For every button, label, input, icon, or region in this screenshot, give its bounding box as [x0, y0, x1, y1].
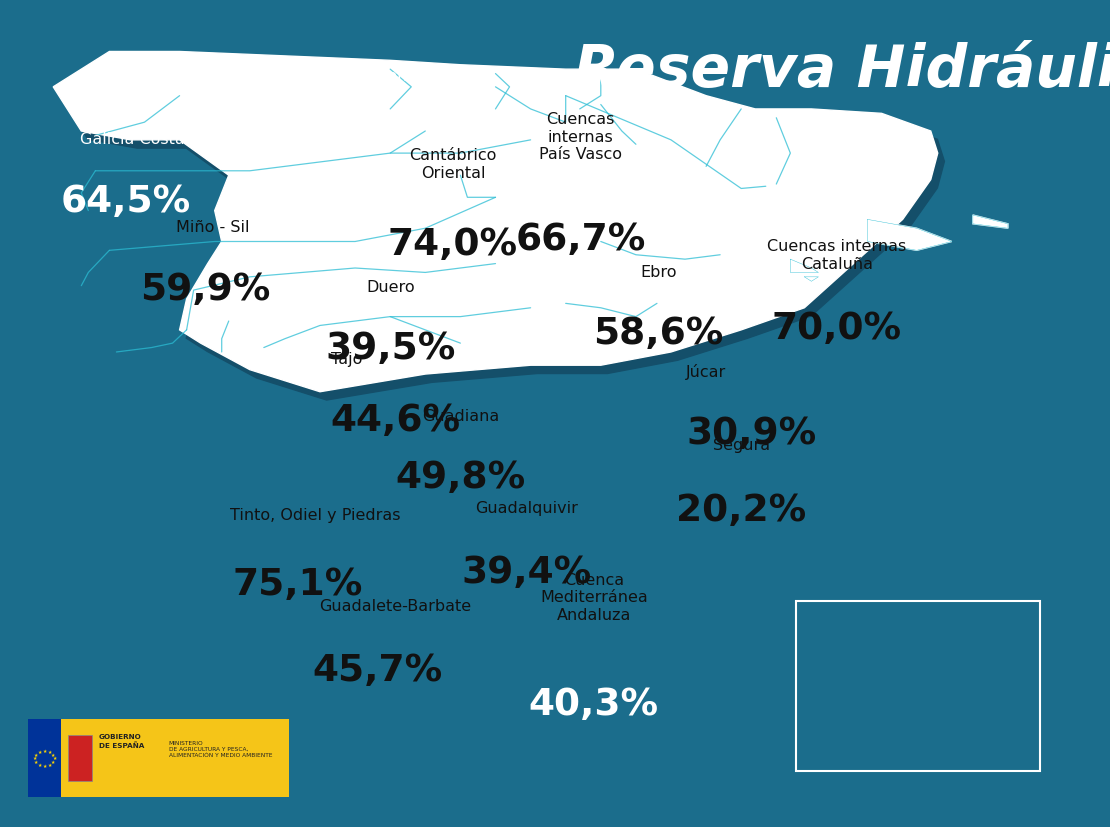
- Text: Tinto, Odiel y Piedras: Tinto, Odiel y Piedras: [230, 508, 401, 523]
- Text: 39,4%: 39,4%: [461, 554, 592, 590]
- Bar: [68, 735, 92, 781]
- Text: ★: ★: [48, 762, 51, 767]
- Text: 66,7%: 66,7%: [515, 222, 646, 257]
- Text: ★: ★: [42, 762, 47, 768]
- Text: Duero: Duero: [366, 280, 415, 294]
- Text: MINISTERIO
DE AGRICULTURA Y PESCA,
ALIMENTACIÓN Y MEDIO AMBIENTE: MINISTERIO DE AGRICULTURA Y PESCA, ALIME…: [169, 740, 272, 757]
- Polygon shape: [60, 60, 945, 400]
- Text: Júcar: Júcar: [686, 364, 726, 380]
- Text: 58,6%: 58,6%: [593, 316, 724, 351]
- Text: 49,8%: 49,8%: [395, 460, 526, 495]
- Text: Guadalete-Barbate: Guadalete-Barbate: [319, 599, 472, 614]
- Text: ★: ★: [42, 748, 47, 753]
- Text: 64,5%: 64,5%: [61, 184, 191, 219]
- Text: ★: ★: [51, 759, 56, 764]
- Text: Cuencas
internas
País Vasco: Cuencas internas País Vasco: [539, 112, 622, 162]
- Text: 30,9%: 30,9%: [686, 415, 816, 451]
- Text: Reserva Hidráulica: Reserva Hidráulica: [574, 42, 1110, 98]
- Text: Guadiana: Guadiana: [422, 409, 500, 423]
- Text: Guadalquivir: Guadalquivir: [475, 500, 577, 515]
- Text: ★: ★: [48, 749, 51, 754]
- Text: ★: ★: [32, 755, 37, 761]
- Text: Cuenca
Mediterránea
Andaluza: Cuenca Mediterránea Andaluza: [539, 572, 648, 622]
- Text: 74,0%: 74,0%: [387, 227, 518, 262]
- Text: Miño - Sil: Miño - Sil: [176, 220, 250, 235]
- Text: ★: ★: [33, 752, 38, 757]
- Bar: [796, 601, 1040, 771]
- Polygon shape: [868, 220, 951, 251]
- Text: Cuencas internas
Cataluña: Cuencas internas Cataluña: [767, 239, 907, 271]
- Text: Cantábrico Occidental: Cantábrico Occidental: [250, 69, 427, 84]
- Text: 20,2%: 20,2%: [676, 492, 807, 528]
- Bar: [28, 719, 61, 797]
- Polygon shape: [972, 216, 1008, 229]
- Polygon shape: [53, 52, 938, 392]
- Text: Segura: Segura: [713, 437, 770, 452]
- Bar: [28, 719, 289, 797]
- Text: Cantábrico
Oriental: Cantábrico Oriental: [410, 148, 496, 180]
- Text: GOBIERNO
DE ESPAÑA: GOBIERNO DE ESPAÑA: [99, 734, 144, 748]
- Text: ★: ★: [33, 759, 38, 764]
- Text: ★: ★: [51, 752, 56, 757]
- Text: 83,9%: 83,9%: [262, 119, 393, 155]
- Text: Tajo: Tajo: [331, 351, 362, 366]
- Polygon shape: [805, 278, 818, 282]
- Text: ★: ★: [52, 755, 57, 761]
- Text: ★: ★: [38, 749, 41, 754]
- Text: 40,3%: 40,3%: [528, 686, 659, 722]
- Text: ★: ★: [38, 762, 41, 767]
- Text: 45,7%: 45,7%: [312, 653, 443, 688]
- Text: 59,9%: 59,9%: [140, 271, 271, 307]
- Text: Galicia Costa: Galicia Costa: [80, 132, 184, 147]
- Polygon shape: [790, 260, 818, 273]
- Text: 39,5%: 39,5%: [325, 331, 456, 366]
- Text: 75,1%: 75,1%: [232, 566, 363, 602]
- Text: 70,0%: 70,0%: [771, 311, 902, 347]
- Text: Ebro: Ebro: [640, 265, 676, 280]
- Text: 44,6%: 44,6%: [331, 403, 461, 438]
